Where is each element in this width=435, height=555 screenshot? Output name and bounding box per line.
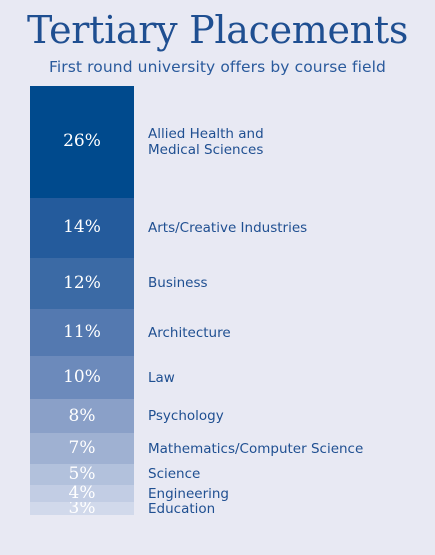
bar-segment: 14% [30, 197, 134, 258]
page-title: Tertiary Placements [26, 8, 409, 52]
category-label: Arts/Creative Industries [148, 219, 308, 236]
category-label: Allied Health and Medical Sciences [148, 125, 264, 158]
value-label: 11% [63, 322, 101, 343]
value-label: 14% [63, 217, 101, 238]
bar-segment: 8% [30, 399, 134, 434]
value-label: 7% [68, 437, 96, 458]
category-label: Engineering [148, 485, 229, 502]
bar-segment: 26% [30, 86, 134, 198]
category-label: Architecture [148, 324, 231, 341]
category-label: Psychology [148, 408, 224, 425]
category-label: Law [148, 369, 175, 386]
category-label: Education [148, 500, 216, 517]
category-label: Mathematics/Computer Science [148, 440, 364, 457]
category-label: Science [148, 466, 201, 483]
bar-segment: 5% [30, 463, 134, 485]
value-label: 8% [68, 405, 96, 426]
page-subtitle: First round university offers by course … [48, 58, 386, 76]
value-label: 3% [68, 502, 96, 515]
bar-segment: 12% [30, 257, 134, 310]
category-label: Business [148, 275, 208, 292]
bar-segment: 3% [30, 502, 134, 515]
bar-segment: 7% [30, 433, 134, 464]
bar-segment: 10% [30, 356, 134, 400]
bar-segment: 4% [30, 484, 134, 503]
value-label: 5% [68, 463, 96, 484]
bar-segment: 11% [30, 309, 134, 357]
value-label: 26% [63, 131, 101, 152]
value-label: 12% [63, 272, 101, 293]
value-label: 4% [68, 484, 96, 503]
value-label: 10% [63, 367, 101, 388]
